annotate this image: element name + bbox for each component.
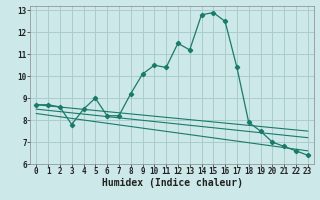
X-axis label: Humidex (Indice chaleur): Humidex (Indice chaleur) [101,178,243,188]
